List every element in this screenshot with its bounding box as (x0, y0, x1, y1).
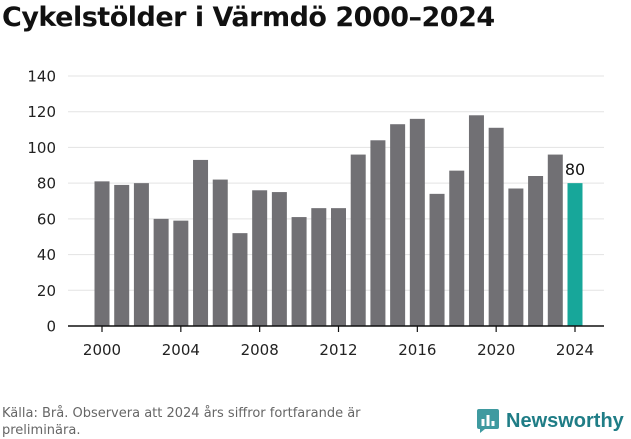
x-tick-label: 2020 (477, 341, 515, 359)
x-tick-label: 2024 (556, 341, 594, 359)
bar (331, 208, 346, 326)
y-tick-label: 40 (37, 246, 56, 264)
x-tick-label: 2000 (83, 341, 121, 359)
bar (390, 124, 406, 326)
x-tick-label: 2012 (319, 341, 357, 359)
bar (271, 192, 287, 326)
bar (291, 217, 307, 326)
bar (370, 140, 386, 326)
bar-chart-icon (477, 409, 499, 433)
bar (153, 218, 169, 326)
bar (212, 179, 228, 326)
x-tick-label: 2016 (398, 341, 436, 359)
bar (567, 183, 583, 326)
bar (114, 184, 130, 326)
bar (508, 188, 524, 326)
chart-title: Cykelstölder i Värmdö 2000–2024 (2, 2, 495, 33)
bar (252, 190, 268, 326)
bar (94, 181, 110, 326)
bar (528, 176, 544, 326)
y-tick-label: 120 (27, 103, 56, 121)
brand-name: Newsworthy (506, 409, 624, 432)
bar (468, 115, 484, 327)
bar (488, 127, 504, 327)
y-tick-label: 20 (37, 282, 56, 300)
bar (429, 193, 445, 326)
y-tick-label: 60 (37, 210, 56, 228)
bar-chart: 0 20 40 60 80 100 120 140 2000 2004 2008 2012 2016 20… (27, 68, 604, 359)
y-tick-label: 0 (46, 318, 56, 336)
y-tick-label: 140 (27, 68, 56, 86)
bar (547, 154, 563, 326)
bar (449, 170, 465, 326)
y-tick-label: 80 (37, 175, 56, 193)
x-tick-label: 2004 (162, 341, 200, 359)
data-label: 80 (565, 160, 585, 179)
bar (350, 154, 366, 326)
source-note: Källa: Brå. Observera att 2024 års siffr… (2, 406, 361, 438)
y-tick-label: 100 (27, 139, 56, 157)
x-tick-label: 2008 (241, 341, 279, 359)
bar (193, 159, 209, 326)
bar (409, 118, 425, 326)
bar (133, 183, 149, 326)
brand-logo: Newsworthy (476, 408, 624, 434)
bar (173, 220, 189, 326)
bar (311, 208, 327, 326)
bar (232, 233, 248, 326)
